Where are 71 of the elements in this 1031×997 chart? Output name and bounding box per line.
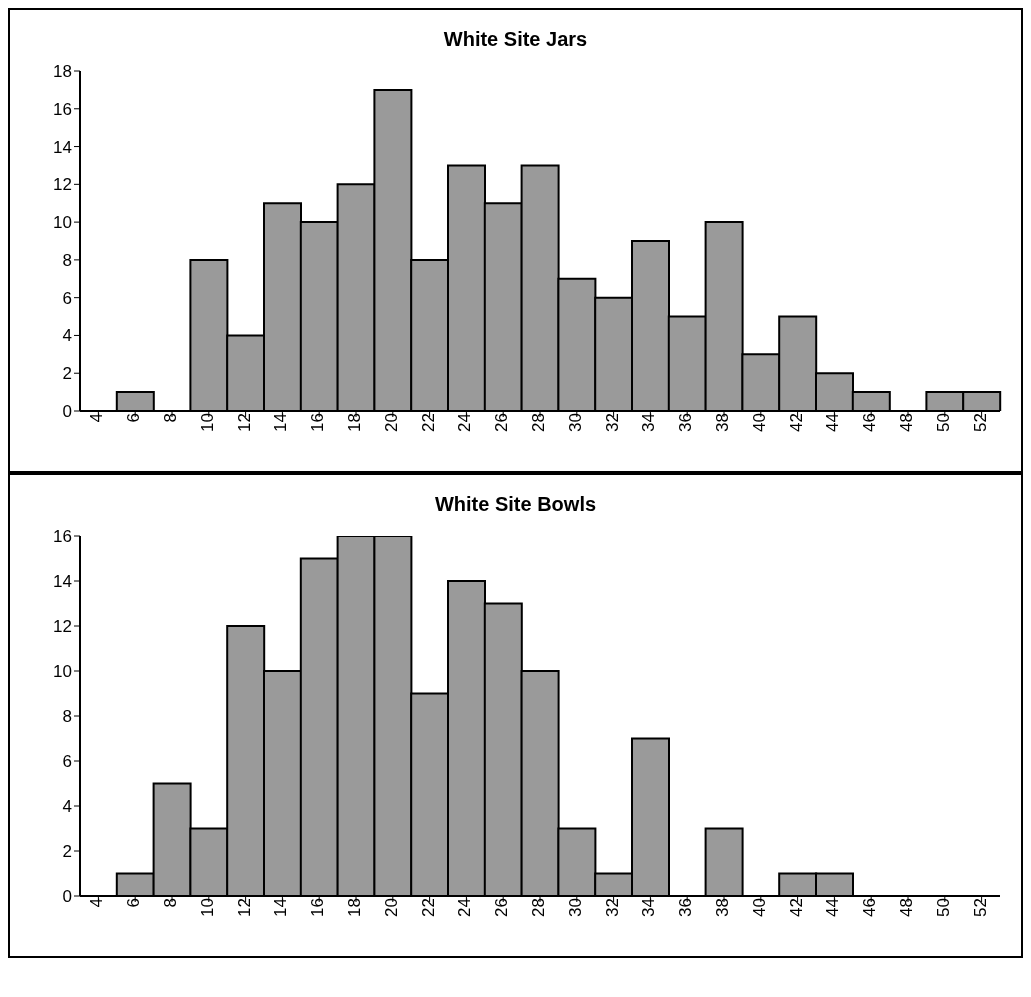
x-tick-label: 38 — [713, 413, 733, 432]
y-tick-label: 12 — [53, 175, 72, 195]
y-tick-label: 16 — [53, 99, 72, 119]
x-tick-label: 28 — [529, 898, 549, 917]
x-tick-label: 40 — [749, 413, 769, 432]
x-tick-label: 16 — [308, 413, 328, 432]
x-tick-label: 50 — [933, 413, 953, 432]
x-tick-label: 32 — [602, 898, 622, 917]
x-tick-label: 24 — [455, 413, 475, 432]
x-tick-label: 26 — [492, 413, 512, 432]
x-tick-label: 36 — [676, 898, 696, 917]
x-tick-label: 44 — [823, 898, 843, 917]
x-tick-label: 24 — [455, 898, 475, 917]
x-tick-label: 8 — [161, 413, 181, 423]
y-tick-label: 0 — [62, 887, 72, 907]
x-tick-label: 36 — [676, 413, 696, 432]
x-tick-label: 22 — [418, 898, 438, 917]
x-tick-label: 6 — [124, 413, 144, 423]
x-tick-label: 4 — [87, 898, 107, 908]
y-tick-label: 2 — [62, 364, 72, 384]
x-tick-label: 20 — [381, 898, 401, 917]
x-tick-label: 42 — [786, 898, 806, 917]
y-tick-label: 16 — [53, 527, 72, 547]
x-tick-label: 18 — [345, 413, 365, 432]
x-tick-label: 12 — [234, 898, 254, 917]
x-tick-label: 10 — [197, 413, 217, 432]
y-tick-label: 0 — [62, 402, 72, 422]
y-tick-label: 4 — [62, 797, 72, 817]
x-tick-label: 40 — [749, 898, 769, 917]
y-tick-label: 6 — [62, 752, 72, 772]
chart-title: White Site Bowls — [433, 493, 598, 516]
x-tick-label: 42 — [786, 413, 806, 432]
x-tick-label: 34 — [639, 413, 659, 432]
x-tick-label: 8 — [161, 898, 181, 908]
y-tick-label: 10 — [53, 213, 72, 233]
y-tick-label: 6 — [62, 288, 72, 308]
x-tick-label: 4 — [87, 413, 107, 423]
x-tick-label: 50 — [933, 898, 953, 917]
y-tick-label: 4 — [62, 326, 72, 346]
x-tick-label: 10 — [197, 898, 217, 917]
y-tick-label: 2 — [62, 842, 72, 862]
x-tick-label: 14 — [271, 413, 291, 432]
y-tick-label: 10 — [53, 662, 72, 682]
y-tick-label: 18 — [53, 62, 72, 82]
x-tick-label: 6 — [124, 898, 144, 908]
x-tick-label: 20 — [381, 413, 401, 432]
x-tick-label: 28 — [529, 413, 549, 432]
x-tick-label: 46 — [860, 413, 880, 432]
x-tick-label: 52 — [970, 898, 990, 917]
x-tick-label: 32 — [602, 413, 622, 432]
x-tick-label: 30 — [565, 898, 585, 917]
x-tick-label: 30 — [565, 413, 585, 432]
x-tick-label: 44 — [823, 413, 843, 432]
y-tick-label: 12 — [53, 617, 72, 637]
x-tick-label: 38 — [713, 898, 733, 917]
y-tick-label: 8 — [62, 707, 72, 727]
x-tick-label: 52 — [970, 413, 990, 432]
x-tick-label: 22 — [418, 413, 438, 432]
x-tick-label: 16 — [308, 898, 328, 917]
x-tick-label: 18 — [345, 898, 365, 917]
y-tick-label: 8 — [62, 250, 72, 270]
x-tick-label: 26 — [492, 898, 512, 917]
x-tick-label: 48 — [897, 413, 917, 432]
x-tick-label: 14 — [271, 898, 291, 917]
y-tick-label: 14 — [53, 572, 72, 592]
x-tick-label: 46 — [860, 898, 880, 917]
y-tick-label: 14 — [53, 137, 72, 157]
x-tick-label: 34 — [639, 898, 659, 917]
chart-title: White Site Jars — [442, 28, 589, 51]
x-tick-label: 12 — [234, 413, 254, 432]
x-tick-label: 48 — [897, 898, 917, 917]
